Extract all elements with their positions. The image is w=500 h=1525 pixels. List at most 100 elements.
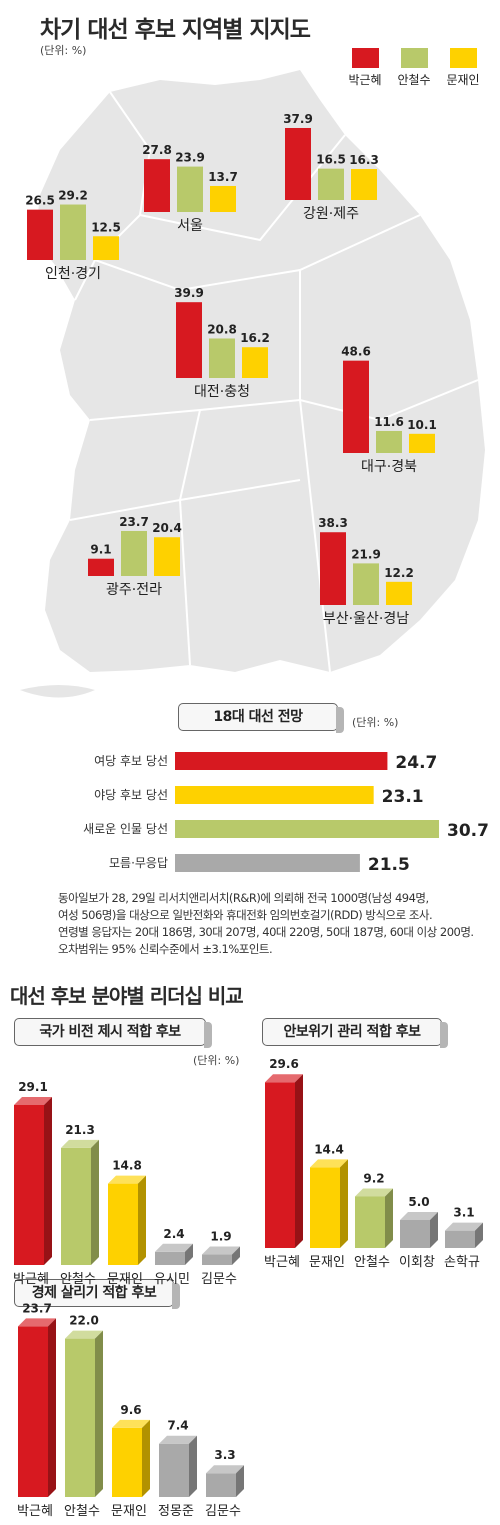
region-bar	[386, 581, 412, 605]
region-value-label: 26.5	[25, 194, 55, 208]
candidate-bar-top	[355, 1188, 393, 1197]
region-bar	[209, 338, 235, 378]
panel3-tab-shadow	[172, 1283, 180, 1309]
region-bar	[60, 204, 86, 260]
candidate-value-label: 2.4	[163, 1227, 184, 1241]
region-name-label: 서울	[177, 218, 203, 234]
candidate-bar-front	[400, 1220, 430, 1248]
candidate-name-label: 유시민	[154, 1272, 190, 1287]
unit-label: (단위: %)	[40, 44, 87, 57]
candidate-bar-side	[236, 1465, 244, 1497]
legend-swatch	[401, 48, 428, 68]
panel2-tab-shadow	[440, 1022, 448, 1048]
candidate-value-label: 29.6	[269, 1057, 299, 1071]
region-value-label: 12.5	[91, 220, 121, 234]
candidate-name-label: 안철수	[60, 1272, 96, 1287]
candidate-value-label: 22.0	[69, 1314, 99, 1328]
candidate-bar-front	[155, 1251, 185, 1265]
outlook-row-label: 여당 후보 당선	[94, 754, 168, 768]
region-bar	[144, 159, 170, 212]
panel3-title: 경제 살리기 적합 후보	[31, 1285, 157, 1301]
candidate-bar-side	[95, 1330, 103, 1497]
panel1-title-tab: 국가 비전 제시 적합 후보	[14, 1018, 212, 1048]
region-value-label: 13.7	[208, 170, 238, 184]
region-name-label: 부산·울산·경남	[323, 611, 409, 627]
candidate-name-label: 안철수	[354, 1255, 390, 1270]
region-bar	[177, 166, 203, 212]
leadership-unit: (단위: %)	[193, 1054, 240, 1067]
candidate-bar-top	[445, 1222, 483, 1231]
region-value-label: 16.2	[240, 331, 270, 345]
candidate-bar-top	[18, 1318, 56, 1327]
outlook-chart: 여당 후보 당선 24.7 야당 후보 당선 23.1 새로운 인물 당선 30.7 모름·…	[83, 752, 489, 875]
candidate-bar-side	[142, 1419, 150, 1497]
region-value-label: 16.5	[316, 153, 346, 167]
region-bar	[93, 236, 119, 260]
outlook-title: 18대 대선 전망	[213, 709, 303, 725]
candidate-name-label: 김문수	[201, 1272, 237, 1287]
region-bar	[409, 433, 435, 453]
candidate-value-label: 9.2	[363, 1171, 384, 1185]
region-value-label: 38.3	[318, 516, 348, 530]
candidate-bar-side	[48, 1318, 56, 1497]
candidate-value-label: 14.8	[112, 1159, 142, 1173]
candidate-name-label: 김문수	[205, 1504, 241, 1519]
candidate-bar-side	[44, 1096, 52, 1265]
candidate-bar-top	[112, 1419, 150, 1428]
candidate-bar-top	[61, 1139, 99, 1148]
region-bar	[376, 430, 402, 453]
regional-chart: 박근혜 안철수 문재인 27.823.913.7 서울 37.9 16.5 16.3 강원·제주…	[25, 48, 480, 627]
footnote-line: 연령별 응답자는 20대 186명, 30대 207명, 40대 220명, 5…	[58, 925, 474, 939]
candidate-name-label: 안철수	[64, 1504, 100, 1519]
region-bar	[121, 530, 147, 576]
candidate-name-label: 이회창	[399, 1255, 435, 1270]
region-bar	[242, 347, 268, 378]
outlook-tab-shadow	[336, 707, 344, 733]
panel1-title: 국가 비전 제시 적합 후보	[39, 1024, 181, 1040]
outlook-row-label: 새로운 인물 당선	[83, 822, 168, 836]
outlook-row-label: 야당 후보 당선	[94, 788, 168, 802]
region-bar	[27, 209, 53, 260]
candidate-value-label: 7.4	[167, 1419, 188, 1433]
region-value-label: 23.9	[175, 151, 205, 165]
candidate-bar-top	[159, 1435, 197, 1444]
candidate-value-label: 3.1	[453, 1206, 474, 1220]
region-value-label: 10.1	[407, 418, 437, 432]
candidate-bar-front	[14, 1104, 44, 1265]
region-value-label: 21.9	[351, 547, 381, 561]
region-name-label: 강원·제주	[303, 206, 359, 222]
candidate-bar-front	[445, 1230, 475, 1248]
region-value-label: 48.6	[341, 345, 371, 359]
candidate-value-label: 23.7	[22, 1301, 52, 1315]
candidate-bar-top	[265, 1074, 303, 1083]
outlook-value-label: 24.7	[395, 753, 437, 773]
outlook-value-label: 23.1	[382, 787, 424, 807]
candidate-value-label: 29.1	[18, 1080, 48, 1094]
candidate-name-label: 문재인	[309, 1255, 345, 1270]
outlook-bar	[175, 786, 374, 804]
legend-swatch	[450, 48, 477, 68]
candidate-bar-front	[355, 1196, 385, 1248]
region-name-label: 광주·전라	[106, 582, 162, 598]
region-bar	[351, 169, 377, 200]
candidate-name-label: 문재인	[111, 1504, 147, 1519]
candidate-bar-side	[340, 1159, 348, 1248]
region-bar	[318, 168, 344, 200]
region-value-label: 20.8	[207, 322, 237, 336]
candidate-bar-front	[265, 1082, 295, 1248]
candidate-bar-front	[18, 1326, 48, 1497]
candidate-name-label: 박근혜	[13, 1272, 49, 1287]
outlook-bar	[175, 820, 440, 838]
candidate-bar-side	[138, 1175, 146, 1265]
footnote-line: 여성 506명)을 대상으로 일반전화와 휴대전화 임의번호걸기(RDD) 방식…	[58, 908, 433, 922]
candidate-value-label: 21.3	[65, 1123, 95, 1137]
region-name-label: 대전·충청	[194, 384, 250, 400]
outlook-bar	[175, 752, 388, 770]
candidate-bar-side	[385, 1188, 393, 1248]
region-value-label: 20.4	[152, 521, 182, 535]
region-bar	[285, 127, 311, 200]
leadership-title: 대선 후보 분야별 리더십 비교	[10, 984, 244, 1008]
outlook-title-tab: 18대 대선 전망	[178, 703, 344, 733]
candidate-bar-side	[185, 1243, 193, 1265]
outlook-bar	[175, 854, 360, 872]
